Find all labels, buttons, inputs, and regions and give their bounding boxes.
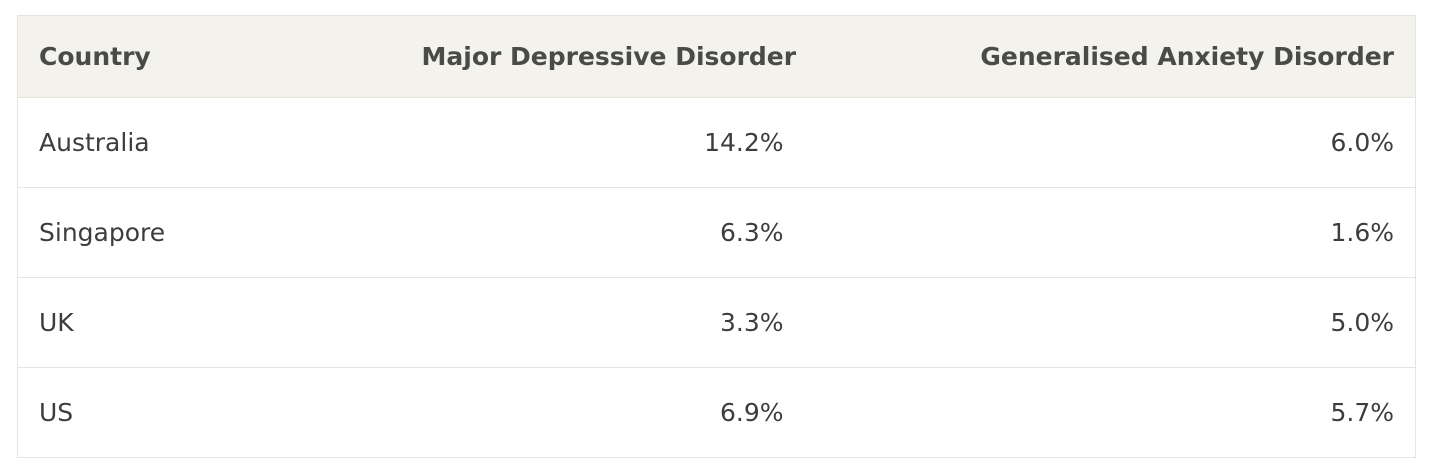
- table-container: Country Major Depressive Disorder Generali…: [17, 15, 1416, 458]
- value-cell: 14.2%: [400, 97, 805, 188]
- value-cell: 5.0%: [804, 277, 1416, 368]
- country-cell: Singapore: [17, 187, 401, 278]
- table-row: Singapore 6.3% 1.6%: [17, 187, 1416, 278]
- value-cell: 6.3%: [400, 187, 805, 278]
- table-header: Country Major Depressive Disorder Generali…: [17, 15, 1416, 98]
- value-cell: 1.6%: [804, 187, 1416, 278]
- data-table: Country Major Depressive Disorder Generali…: [17, 15, 1416, 458]
- table-row: US 6.9% 5.7%: [17, 367, 1416, 458]
- country-cell: UK: [17, 277, 401, 368]
- column-header: Major Depressive Disorder: [400, 15, 805, 98]
- value-cell: 3.3%: [400, 277, 805, 368]
- table-row: UK 3.3% 5.0%: [17, 277, 1416, 368]
- table-body: Australia 14.2% 6.0% Singapore 6.3% 1.6% UK 3.3…: [17, 97, 1416, 458]
- table-row: Australia 14.2% 6.0%: [17, 97, 1416, 188]
- value-cell: 5.7%: [804, 367, 1416, 458]
- country-cell: US: [17, 367, 401, 458]
- column-header: Country: [17, 15, 401, 98]
- value-cell: 6.9%: [400, 367, 805, 458]
- header-row: Country Major Depressive Disorder Generali…: [17, 15, 1416, 98]
- column-header: Generalised Anxiety Disorder: [804, 15, 1416, 98]
- country-cell: Australia: [17, 97, 401, 188]
- value-cell: 6.0%: [804, 97, 1416, 188]
